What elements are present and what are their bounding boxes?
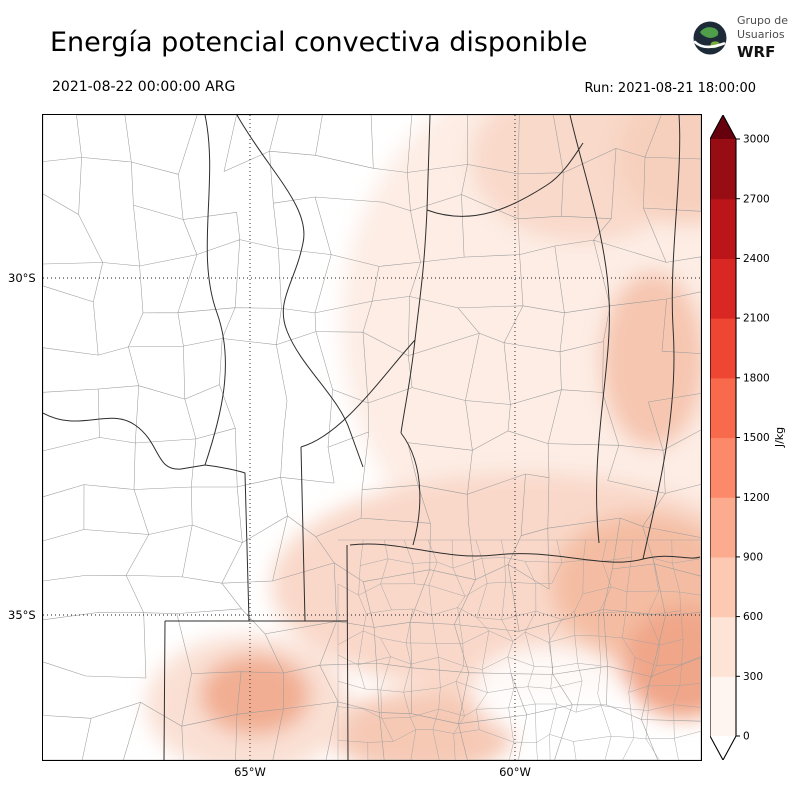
cape-shading: [146, 115, 701, 760]
page-title: Energía potencial convectiva disponible: [50, 27, 588, 58]
lat-label-30s: 30°S: [8, 271, 36, 285]
colorbar-tick-label: 300: [743, 671, 763, 683]
colorbar-tick-label: 900: [743, 552, 763, 564]
colorbar-segment: [710, 198, 736, 259]
colorbar-tick-label: 2100: [743, 313, 770, 325]
colorbar-over-arrow: [710, 115, 736, 139]
colorbar-tick-label: 600: [743, 611, 763, 623]
run-time: Run: 2021-08-21 18:00:00: [584, 81, 756, 96]
colorbar-segment: [710, 556, 736, 618]
map-frame: [42, 114, 702, 761]
logo-text: Grupo de Usuarios WRF: [737, 14, 788, 62]
colorbar-tick-label: 3000: [743, 134, 770, 146]
province-boundaries: [43, 115, 701, 760]
colorbar-segment: [710, 676, 736, 737]
colorbar-segment: [710, 258, 736, 319]
colorbar-segment: [710, 377, 736, 439]
colorbar-tick-label: 1800: [743, 372, 770, 384]
colorbar-unit-label: J/kg: [772, 426, 786, 448]
lon-label-60w: 60°W: [499, 765, 531, 779]
colorbar-under-arrow: [710, 736, 736, 760]
colorbar-segment: [710, 497, 736, 558]
globe-icon: [693, 21, 727, 55]
colorbar-svg: 0 300 600 900 1200 1500 1800 2100 2400 2700 3000: [710, 115, 770, 760]
lon-label-65w: 65°W: [234, 765, 266, 779]
colorbar-segment: [710, 616, 736, 677]
colorbar-tick-label: 1500: [743, 432, 770, 444]
department-boundaries-dense: [337, 539, 701, 760]
colorbar-segment: [710, 139, 736, 200]
colorbar-segment: [710, 437, 736, 498]
colorbar-tick-label: 2400: [743, 253, 770, 265]
logo-line-2: Usuarios: [737, 28, 785, 42]
valid-time: 2021-08-22 00:00:00 ARG: [52, 79, 236, 95]
logo-line-3: WRF: [737, 42, 776, 61]
lat-label-35s: 35°S: [8, 608, 36, 622]
colorbar: 0 300 600 900 1200 1500 1800 2100 2400 2700 3000: [710, 115, 785, 760]
colorbar-segment: [710, 318, 736, 379]
graticule: [43, 115, 701, 760]
colorbar-tick-label: 2700: [743, 193, 770, 205]
colorbar-tick-label: 1200: [743, 492, 770, 504]
map-canvas: [43, 115, 701, 760]
logo-line-1: Grupo de: [737, 14, 788, 27]
wrf-logo: Grupo de Usuarios WRF: [691, 14, 788, 62]
colorbar-tick-label: 0: [743, 731, 750, 743]
